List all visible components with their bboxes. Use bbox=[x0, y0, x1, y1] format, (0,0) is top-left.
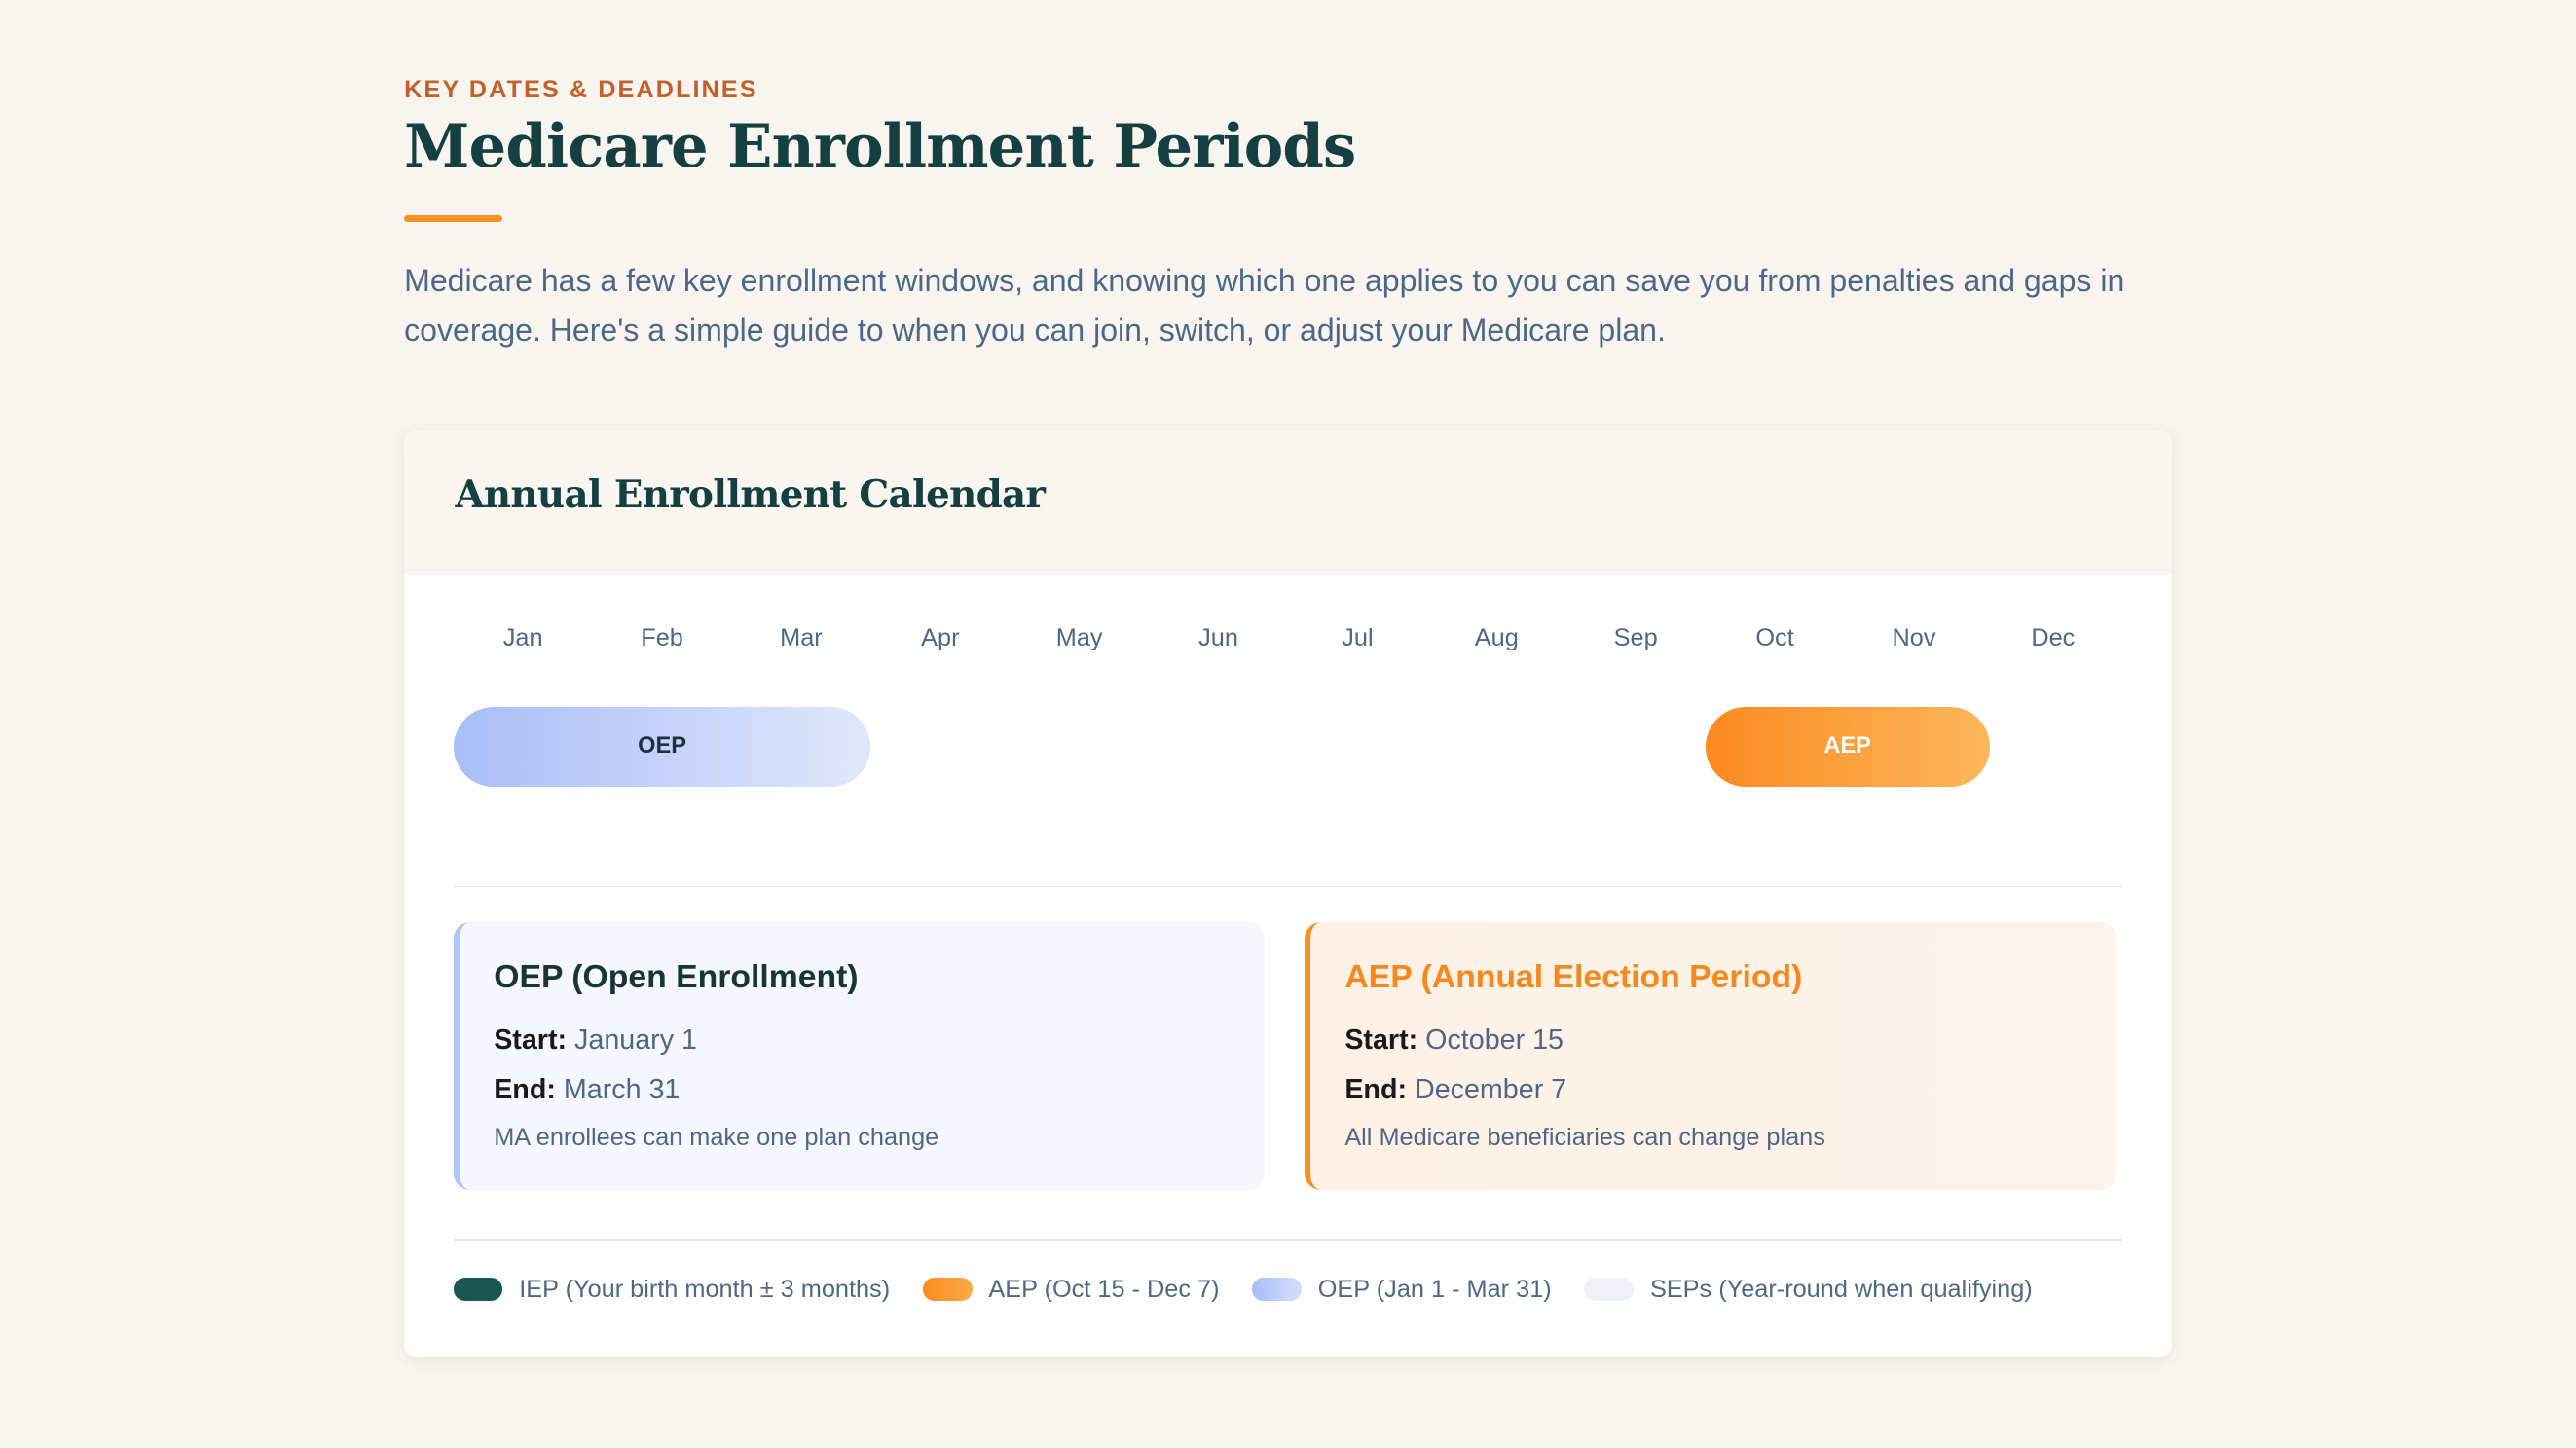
card-description: MA enrollees can make one plan change bbox=[494, 1124, 939, 1152]
legend-swatch bbox=[453, 1278, 503, 1301]
title-accent-bar bbox=[404, 215, 503, 222]
month-label: Dec bbox=[2031, 624, 2076, 652]
end-label: End: bbox=[494, 1073, 556, 1105]
legend-label: IEP (Your birth month ± 3 months) bbox=[519, 1275, 891, 1303]
eyebrow: KEY DATES & DEADLINES bbox=[404, 75, 758, 103]
divider bbox=[453, 1239, 2123, 1242]
oep-period-bar[interactable]: OEP bbox=[453, 706, 871, 788]
divider bbox=[453, 885, 2123, 888]
month-label: Sep bbox=[1613, 624, 1658, 652]
legend: IEP (Your birth month ± 3 months) AEP (O… bbox=[453, 1275, 2066, 1304]
legend-label: OEP (Jan 1 - Mar 31) bbox=[1317, 1275, 1552, 1303]
legend-swatch bbox=[922, 1278, 973, 1301]
legend-item-sep: SEPs (Year-round when qualifying) bbox=[1584, 1275, 2033, 1304]
start-label: Start: bbox=[494, 1024, 568, 1057]
legend-swatch bbox=[1584, 1278, 1635, 1301]
start-label: Start: bbox=[1344, 1024, 1418, 1057]
legend-item-oep: OEP (Jan 1 - Mar 31) bbox=[1252, 1275, 1552, 1304]
legend-item-iep: IEP (Your birth month ± 3 months) bbox=[453, 1275, 891, 1304]
start-date: January 1 bbox=[574, 1024, 697, 1057]
month-label: Aug bbox=[1474, 624, 1519, 652]
calendar-card: Annual Enrollment Calendar Jan Feb Mar A… bbox=[404, 430, 2172, 1357]
month-label: Oct bbox=[1755, 624, 1794, 652]
legend-label: AEP (Oct 15 - Dec 7) bbox=[988, 1275, 1220, 1303]
calendar-header: Annual Enrollment Calendar bbox=[404, 430, 2172, 575]
legend-item-aep: AEP (Oct 15 - Dec 7) bbox=[922, 1275, 1220, 1304]
month-row: Jan Feb Mar Apr May Jun Jul Aug Sep Oct … bbox=[454, 624, 2123, 652]
end-date: March 31 bbox=[563, 1073, 681, 1105]
card-title: OEP (Open Enrollment) bbox=[494, 957, 859, 995]
month-label: Apr bbox=[921, 624, 960, 652]
oep-detail-card: OEP (Open Enrollment) Start: January 1 E… bbox=[453, 921, 1266, 1190]
aep-period-bar[interactable]: AEP bbox=[1705, 706, 1990, 788]
month-label: Jul bbox=[1342, 624, 1374, 652]
end-date: December 7 bbox=[1414, 1073, 1567, 1105]
end-label: End: bbox=[1344, 1073, 1408, 1105]
legend-swatch bbox=[1252, 1278, 1302, 1301]
aep-detail-card: AEP (Annual Election Period) Start: Octo… bbox=[1304, 921, 2116, 1190]
page-title: Medicare Enrollment Periods bbox=[404, 111, 1356, 181]
card-description: All Medicare beneficiaries can change pl… bbox=[1344, 1124, 1825, 1152]
month-label: Jan bbox=[502, 624, 543, 652]
intro-text: Medicare has a few key enrollment window… bbox=[404, 263, 2125, 348]
month-label: Jun bbox=[1198, 624, 1238, 652]
month-label: Feb bbox=[641, 624, 683, 652]
calendar-title: Annual Enrollment Calendar bbox=[455, 473, 1046, 517]
month-label: May bbox=[1055, 624, 1103, 652]
start-date: October 15 bbox=[1425, 1024, 1564, 1057]
legend-label: SEPs (Year-round when qualifying) bbox=[1649, 1275, 2033, 1303]
month-label: Nov bbox=[1892, 624, 1936, 652]
card-title: AEP (Annual Election Period) bbox=[1344, 957, 1803, 995]
month-label: Mar bbox=[780, 624, 823, 652]
